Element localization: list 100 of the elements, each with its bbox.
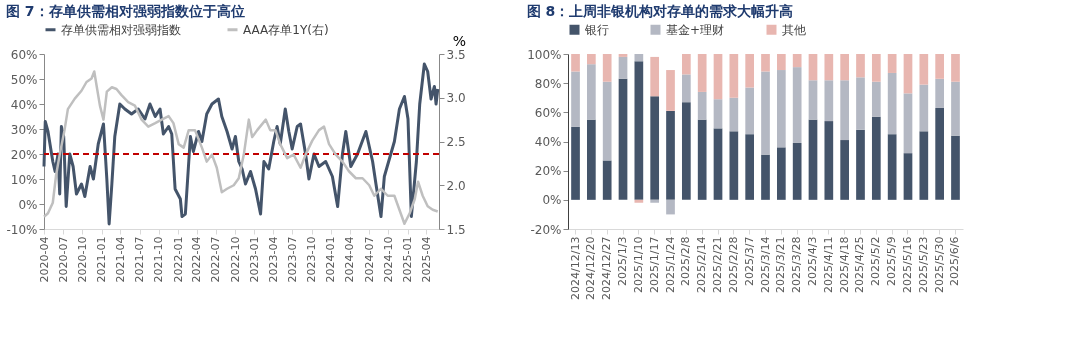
bar — [634, 199, 644, 203]
y2-tick-label: 2.5 — [446, 135, 466, 149]
x-tick-label: 2025/2/14 — [695, 236, 709, 293]
x-tick-label: 2021-07 — [133, 236, 146, 283]
bar — [840, 80, 850, 141]
y-tick-label: 20% — [10, 147, 38, 162]
x-tick-label: 2025/4/11 — [821, 236, 835, 293]
bar — [634, 54, 644, 62]
bar — [808, 54, 818, 81]
bar — [713, 54, 723, 100]
bar — [887, 54, 897, 73]
bar — [713, 99, 723, 129]
y-tick-label: 50% — [10, 72, 38, 87]
x-tick-label: 2025/5/23 — [916, 236, 930, 293]
bar — [951, 135, 960, 200]
y2-tick-label: 3.0 — [446, 91, 466, 106]
bar — [745, 87, 755, 135]
x-tick-label: 2025/6/6 — [948, 236, 962, 286]
bar — [935, 78, 944, 108]
bar — [792, 54, 802, 68]
bar — [951, 54, 960, 82]
bar — [681, 54, 691, 75]
chart-title: 图 7：存单供需相对强弱指数位于高位 — [6, 3, 245, 19]
bar — [602, 81, 612, 161]
bar — [776, 54, 786, 71]
bar — [602, 160, 612, 200]
bar — [729, 54, 739, 98]
legend-label: 存单供需相对强弱指数 — [61, 22, 181, 37]
bar — [745, 134, 755, 200]
x-tick-label: 2025/1/24 — [663, 236, 677, 293]
x-tick-label: 2025/2/28 — [726, 236, 740, 293]
bar — [666, 199, 675, 215]
x-tick-label: 2024/12/13 — [568, 236, 582, 300]
bar — [650, 56, 660, 97]
bar — [666, 70, 675, 111]
bar — [856, 77, 865, 130]
legend-label: AAA存单1Y(右) — [243, 22, 329, 37]
bar — [871, 116, 881, 200]
bar — [840, 54, 850, 81]
x-tick-label: 2025/5/9 — [885, 236, 899, 286]
bar — [887, 72, 897, 135]
bar — [587, 64, 596, 120]
bar — [903, 153, 913, 200]
bar — [681, 102, 691, 200]
x-tick-label: 2025/2/8 — [679, 236, 693, 286]
x-tick-label: 2021-01 — [95, 236, 109, 283]
x-tick-label: 2025/1/3 — [616, 236, 630, 286]
x-tick-label: 2022-01 — [171, 236, 185, 283]
bar — [713, 128, 723, 200]
bar — [824, 121, 834, 200]
y-tick-label: 60% — [534, 105, 562, 120]
bar — [887, 134, 897, 200]
x-tick-label: 2025/5/30 — [932, 236, 946, 293]
bar — [618, 78, 628, 200]
bar — [808, 119, 818, 200]
x-tick-label: 2025/4/3 — [805, 236, 819, 286]
y-tick-label: 40% — [10, 97, 38, 112]
bar — [824, 54, 834, 81]
x-tick-label: 2025/5/16 — [900, 236, 914, 293]
y-tick-label: 0% — [18, 197, 38, 212]
x-tick-label: 2022-04 — [190, 236, 204, 283]
bar — [571, 54, 580, 72]
x-tick-label: 2021-10 — [152, 236, 166, 283]
chart-title: 图 8：上周非银机构对存单的需求大幅升高 — [526, 3, 794, 19]
bar — [903, 54, 913, 94]
x-tick-label: 2025-04 — [419, 236, 433, 283]
bar — [571, 126, 580, 200]
bar — [824, 80, 834, 122]
bar — [840, 140, 850, 200]
bar — [761, 71, 770, 155]
y-tick-label: -10% — [6, 222, 38, 237]
bar — [792, 67, 802, 143]
x-tick-label: 2025/3/28 — [790, 236, 804, 293]
bar — [697, 119, 707, 200]
x-tick-label: 2024-07 — [362, 236, 376, 283]
y2-tick-label: 1.5 — [446, 222, 466, 237]
bar — [761, 54, 770, 72]
y2-tick-label: 3.5 — [446, 47, 466, 62]
bar — [951, 81, 960, 136]
legend-label: 银行 — [584, 22, 609, 37]
bar — [935, 54, 944, 79]
y-tick-label: 80% — [534, 76, 562, 91]
x-tick-label: 2024-10 — [381, 236, 395, 283]
bar — [587, 119, 596, 200]
bar — [729, 97, 739, 132]
y-tick-label: 40% — [534, 135, 562, 149]
y-tick-label: 30% — [10, 122, 38, 137]
x-tick-label: 2022-10 — [228, 236, 242, 283]
bar — [587, 54, 596, 65]
x-tick-label: 2025/3/21 — [774, 236, 788, 293]
x-tick-label: 2020-07 — [56, 236, 70, 283]
bar — [856, 54, 865, 78]
x-tick-label: 2025/1/17 — [647, 236, 661, 293]
bar — [808, 80, 818, 120]
bar — [729, 131, 739, 200]
y-tick-label: 100% — [527, 47, 562, 62]
bar — [571, 71, 580, 127]
y-tick-label: -20% — [530, 222, 562, 237]
x-tick-label: 2025/1/10 — [631, 236, 645, 293]
bar — [871, 54, 881, 82]
